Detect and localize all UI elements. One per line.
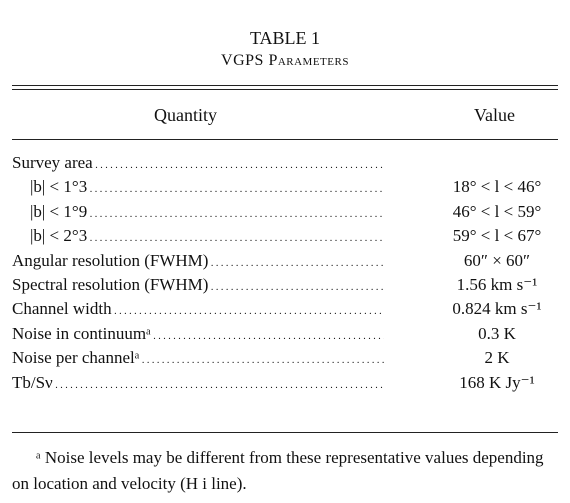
quantity-cell: Channel width (12, 297, 384, 324)
table-row: Survey area (12, 151, 558, 175)
quantity-cell: Spectral resolution (FWHM) (12, 273, 384, 300)
table-row: Channel width 0.824 km s⁻¹ (12, 297, 558, 321)
column-header: Value (474, 105, 515, 125)
quantity-cell: Noise in continuumᵃ (12, 322, 384, 349)
table-title: TABLE 1 (249, 28, 321, 48)
value-cell: 168 K Jy⁻¹ (459, 372, 535, 392)
quantity-cell: |b| < 1°3 (30, 175, 384, 202)
value-cell: 18° < l < 46° (452, 177, 542, 197)
table-row: |b| < 1°9 46° < l < 59° (12, 200, 558, 224)
table-subtitle: VGPS Parameters (221, 52, 349, 69)
column-header: Quantity (154, 105, 217, 125)
footnote: ᵃ Noise levels may be different from the… (12, 448, 544, 493)
table-row: Noise per channelᵃ 2 K (12, 346, 558, 370)
value-cell: 60″ × 60″ (463, 250, 531, 270)
value-cell: 0.824 km s⁻¹ (452, 299, 542, 319)
table-row: Spectral resolution (FWHM) 1.56 km s⁻¹ (12, 273, 558, 297)
table-row: Noise in continuumᵃ 0.3 K (12, 322, 558, 346)
quantity-cell: Noise per channelᵃ (12, 346, 384, 373)
table-row: |b| < 1°3 18° < l < 46° (12, 175, 558, 199)
quantity-cell: |b| < 1°9 (30, 200, 384, 227)
quantity-cell: Tb/Sν (12, 371, 384, 398)
quantity-cell: |b| < 2°3 (30, 224, 384, 251)
quantity-cell: Angular resolution (FWHM) (12, 249, 384, 276)
rule (12, 139, 558, 140)
quantity-cell: Survey area (12, 151, 384, 178)
table-row: Tb/Sν 168 K Jy⁻¹ (12, 371, 558, 395)
rule (12, 85, 558, 86)
value-cell: 59° < l < 67° (452, 226, 542, 246)
value-cell: 2 K (484, 348, 510, 368)
table-row: Angular resolution (FWHM) 60″ × 60″ (12, 249, 558, 273)
value-cell: 0.3 K (478, 323, 516, 343)
rule (12, 89, 558, 90)
table-row: |b| < 2°3 59° < l < 67° (12, 224, 558, 248)
rule (12, 432, 558, 433)
value-cell: 46° < l < 59° (452, 201, 542, 221)
value-cell: 1.56 km s⁻¹ (456, 275, 538, 294)
